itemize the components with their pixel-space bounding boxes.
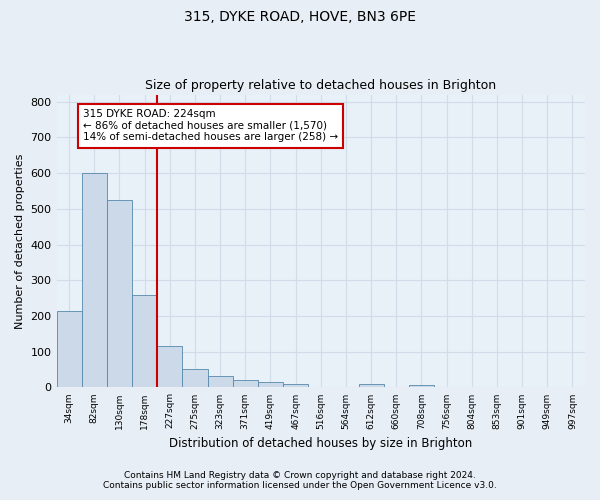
Text: 315 DYKE ROAD: 224sqm
← 86% of detached houses are smaller (1,570)
14% of semi-d: 315 DYKE ROAD: 224sqm ← 86% of detached … [83, 109, 338, 142]
Bar [208, 376, 233, 388]
Bar [258, 382, 283, 388]
Y-axis label: Number of detached properties: Number of detached properties [15, 154, 25, 328]
Title: Size of property relative to detached houses in Brighton: Size of property relative to detached ho… [145, 79, 496, 92]
Bar [56, 310, 82, 388]
Bar [107, 200, 132, 388]
Bar [132, 296, 157, 388]
Bar [359, 384, 383, 388]
Bar [233, 380, 258, 388]
Bar [182, 369, 208, 388]
Bar [157, 346, 182, 388]
Text: Contains HM Land Registry data © Crown copyright and database right 2024.
Contai: Contains HM Land Registry data © Crown c… [103, 470, 497, 490]
Bar [283, 384, 308, 388]
Text: 315, DYKE ROAD, HOVE, BN3 6PE: 315, DYKE ROAD, HOVE, BN3 6PE [184, 10, 416, 24]
X-axis label: Distribution of detached houses by size in Brighton: Distribution of detached houses by size … [169, 437, 472, 450]
Bar [409, 384, 434, 388]
Bar [82, 173, 107, 388]
